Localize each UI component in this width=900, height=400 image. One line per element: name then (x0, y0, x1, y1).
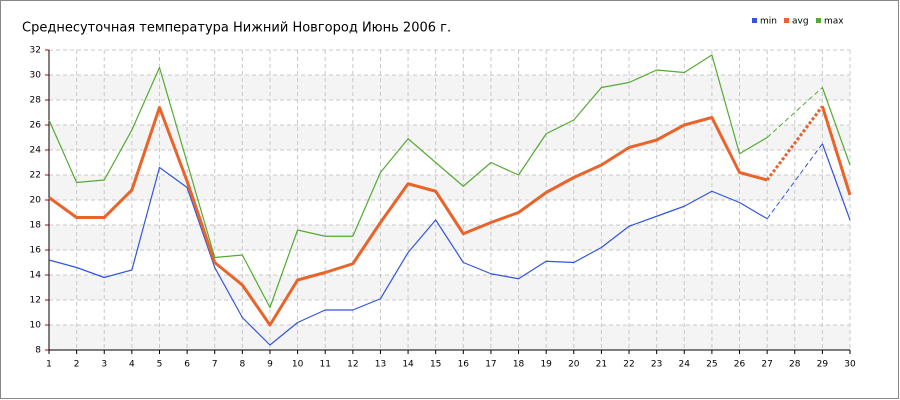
legend-label: avg (792, 17, 809, 27)
x-tick-label: 28 (789, 360, 801, 370)
x-tick-label: 13 (375, 360, 386, 370)
plot-band (49, 325, 850, 350)
x-tick-label: 20 (568, 360, 580, 370)
x-tick-label: 1 (46, 360, 52, 370)
y-tick-label: 14 (30, 271, 42, 281)
x-tick-label: 21 (596, 360, 607, 370)
x-tick-label: 7 (212, 360, 218, 370)
x-tick-label: 19 (540, 360, 552, 370)
y-tick-label: 12 (30, 296, 41, 306)
y-tick-label: 30 (30, 71, 42, 81)
x-tick-label: 24 (679, 360, 691, 370)
y-tick-label: 10 (30, 321, 42, 331)
x-tick-label: 11 (319, 360, 330, 370)
y-tick-label: 22 (30, 171, 41, 181)
series-line (48, 143, 851, 346)
x-tick-label: 18 (513, 360, 525, 370)
y-tick-label: 8 (35, 346, 41, 356)
legend-label: min (760, 17, 777, 27)
gap-bridge (766, 87, 823, 138)
gap-bridge (765, 105, 824, 181)
x-tick-label: 3 (101, 360, 107, 370)
y-tick-label: 32 (30, 46, 41, 56)
plot-band (49, 225, 850, 250)
x-tick-label: 6 (184, 360, 190, 370)
x-tick-label: 15 (430, 360, 441, 370)
x-tick-label: 30 (844, 360, 856, 370)
y-tick-label: 28 (30, 96, 42, 106)
y-tick-label: 24 (30, 146, 42, 156)
x-tick-label: 26 (734, 360, 746, 370)
x-tick-label: 5 (157, 360, 163, 370)
x-tick-label: 4 (129, 360, 135, 370)
x-tick-label: 16 (458, 360, 470, 370)
y-tick-label: 26 (30, 121, 42, 131)
chart-title: Среднесуточная температура Нижний Новгор… (22, 21, 451, 36)
plot-band (49, 275, 850, 300)
x-tick-label: 27 (761, 360, 772, 370)
x-tick-label: 12 (347, 360, 358, 370)
legend-label: max (824, 17, 844, 27)
x-tick-label: 17 (485, 360, 496, 370)
legend-swatch (816, 18, 821, 23)
series-line (48, 105, 852, 327)
y-tick-label: 16 (30, 246, 42, 256)
y-tick-label: 18 (30, 221, 42, 231)
legend-swatch (784, 18, 789, 23)
x-tick-label: 2 (74, 360, 80, 370)
legend-swatch (752, 18, 757, 23)
y-tick-label: 20 (30, 196, 42, 206)
plot-band (49, 75, 850, 100)
x-tick-label: 23 (651, 360, 662, 370)
x-tick-label: 10 (292, 360, 304, 370)
x-tick-label: 9 (267, 360, 273, 370)
x-tick-label: 29 (817, 360, 829, 370)
x-tick-label: 14 (402, 360, 414, 370)
plot-band (49, 175, 850, 200)
series-line (48, 54, 851, 309)
x-tick-label: 22 (623, 360, 634, 370)
x-tick-label: 8 (239, 360, 245, 370)
x-tick-label: 25 (706, 360, 717, 370)
